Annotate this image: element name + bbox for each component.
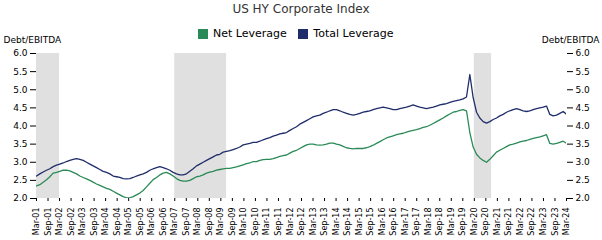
svg-text:4.0: 4.0 bbox=[13, 121, 28, 131]
html-text:Total Leverage: Total Leverage bbox=[313, 27, 394, 40]
svg-text:Mar-02: Mar-02 bbox=[55, 208, 64, 236]
svg-text:Sep-20: Sep-20 bbox=[481, 208, 490, 236]
svg-text:Sep-05: Sep-05 bbox=[136, 208, 145, 236]
svg-text:Mar-18: Mar-18 bbox=[424, 208, 433, 236]
svg-text:Mar-10: Mar-10 bbox=[239, 208, 248, 236]
svg-text:Sep-11: Sep-11 bbox=[274, 208, 283, 236]
svg-text:Mar-13: Mar-13 bbox=[309, 208, 318, 236]
svg-text:Sep-22: Sep-22 bbox=[527, 208, 536, 236]
svg-text:Mar-23: Mar-23 bbox=[539, 208, 548, 236]
svg-text:2.5: 2.5 bbox=[576, 175, 590, 185]
svg-text:Sep-01: Sep-01 bbox=[44, 208, 53, 236]
svg-text:Mar-19: Mar-19 bbox=[447, 208, 456, 236]
svg-text:Sep-18: Sep-18 bbox=[435, 208, 444, 236]
svg-text:Sep-10: Sep-10 bbox=[251, 208, 260, 236]
svg-text:Mar-20: Mar-20 bbox=[470, 208, 479, 236]
svg-text:Sep-14: Sep-14 bbox=[343, 208, 352, 236]
svg-text:Mar-04: Mar-04 bbox=[101, 208, 110, 236]
svg-text:Sep-21: Sep-21 bbox=[504, 208, 513, 236]
svg-text:Mar-17: Mar-17 bbox=[401, 208, 410, 236]
svg-text:Mar-09: Mar-09 bbox=[216, 208, 225, 236]
svg-text:Mar-11: Mar-11 bbox=[262, 208, 271, 236]
svg-text:Mar-21: Mar-21 bbox=[493, 208, 502, 236]
svg-text:6.0: 6.0 bbox=[576, 48, 591, 58]
svg-text:Sep-09: Sep-09 bbox=[228, 208, 237, 236]
svg-text:2.0: 2.0 bbox=[13, 193, 28, 203]
svg-text:3.0: 3.0 bbox=[576, 157, 591, 167]
svg-text:5.5: 5.5 bbox=[576, 67, 590, 77]
svg-text:Sep-08: Sep-08 bbox=[205, 208, 214, 236]
svg-text:Sep-13: Sep-13 bbox=[320, 208, 329, 236]
svg-text:Sep-19: Sep-19 bbox=[458, 208, 467, 236]
svg-text:Mar-05: Mar-05 bbox=[124, 208, 133, 236]
svg-text:Sep-06: Sep-06 bbox=[159, 208, 168, 236]
html-text:US HY Corporate Index: US HY Corporate Index bbox=[232, 2, 370, 16]
svg-text:Sep-17: Sep-17 bbox=[412, 208, 421, 236]
svg-text:2.5: 2.5 bbox=[13, 175, 27, 185]
svg-text:4.0: 4.0 bbox=[576, 121, 591, 131]
svg-text:Sep-23: Sep-23 bbox=[551, 208, 560, 236]
svg-text:3.0: 3.0 bbox=[13, 157, 28, 167]
svg-text:2.0: 2.0 bbox=[576, 193, 591, 203]
svg-text:Mar-12: Mar-12 bbox=[286, 208, 295, 236]
svg-text:Sep-12: Sep-12 bbox=[297, 208, 306, 236]
svg-text:4.5: 4.5 bbox=[13, 103, 27, 113]
svg-text:4.5: 4.5 bbox=[576, 103, 590, 113]
svg-text:Mar-16: Mar-16 bbox=[378, 208, 387, 236]
svg-text:Sep-02: Sep-02 bbox=[67, 208, 76, 236]
svg-text:Sep-04: Sep-04 bbox=[113, 208, 122, 236]
svg-text:Mar-24: Mar-24 bbox=[562, 208, 571, 236]
svg-text:Sep-15: Sep-15 bbox=[366, 208, 375, 236]
svg-text:Mar-07: Mar-07 bbox=[170, 208, 179, 236]
svg-text:Mar-14: Mar-14 bbox=[332, 208, 341, 236]
svg-text:Mar-08: Mar-08 bbox=[193, 208, 202, 236]
svg-text:5.5: 5.5 bbox=[13, 67, 27, 77]
svg-text:5.0: 5.0 bbox=[576, 85, 591, 95]
svg-text:Mar-06: Mar-06 bbox=[147, 208, 156, 236]
svg-text:3.5: 3.5 bbox=[13, 139, 27, 149]
svg-text:Sep-16: Sep-16 bbox=[389, 208, 398, 236]
svg-text:Mar-22: Mar-22 bbox=[516, 208, 525, 236]
svg-text:Mar-03: Mar-03 bbox=[78, 208, 87, 236]
svg-text:Sep-03: Sep-03 bbox=[90, 208, 99, 236]
svg-text:5.0: 5.0 bbox=[13, 85, 28, 95]
svg-text:3.5: 3.5 bbox=[576, 139, 590, 149]
svg-text:Debt/EBITDA: Debt/EBITDA bbox=[542, 35, 601, 45]
svg-text:6.0: 6.0 bbox=[13, 48, 28, 58]
svg-text:Sep-07: Sep-07 bbox=[182, 208, 191, 236]
html-text:Net Leverage: Net Leverage bbox=[213, 27, 287, 40]
svg-text:Mar-15: Mar-15 bbox=[355, 208, 364, 236]
svg-text:Mar-01: Mar-01 bbox=[32, 208, 41, 236]
svg-text:Debt/EBITDA: Debt/EBITDA bbox=[4, 35, 63, 45]
